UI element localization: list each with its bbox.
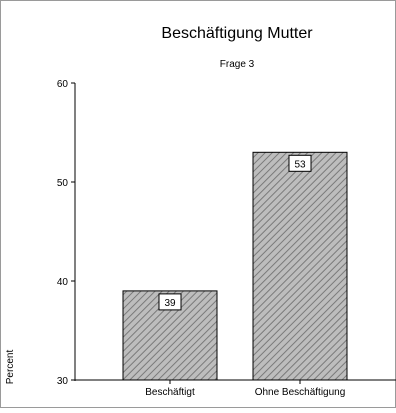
data-label-box xyxy=(158,293,182,311)
y-tick-label: 30 xyxy=(57,376,69,387)
y-axis-label: Percent xyxy=(5,350,16,385)
y-tick-label: 50 xyxy=(57,178,69,189)
chart-title: Beschäftigung Mutter xyxy=(161,25,313,42)
x-tick-label: Ohne Beschäftigung xyxy=(255,387,346,398)
y-tick-label: 40 xyxy=(57,277,69,288)
data-label-box xyxy=(288,154,312,172)
bar xyxy=(252,151,348,381)
y-tick-label: 60 xyxy=(57,79,69,90)
plot-area: 30 40 50 60 39 Beschäftigt 53 Ohne Beschäftigun… xyxy=(57,79,396,398)
chart-subtitle: Frage 3 xyxy=(220,59,255,70)
x-tick-label: Beschäftigt xyxy=(145,387,195,398)
data-label: 39 xyxy=(164,298,176,309)
data-label: 53 xyxy=(294,159,306,170)
